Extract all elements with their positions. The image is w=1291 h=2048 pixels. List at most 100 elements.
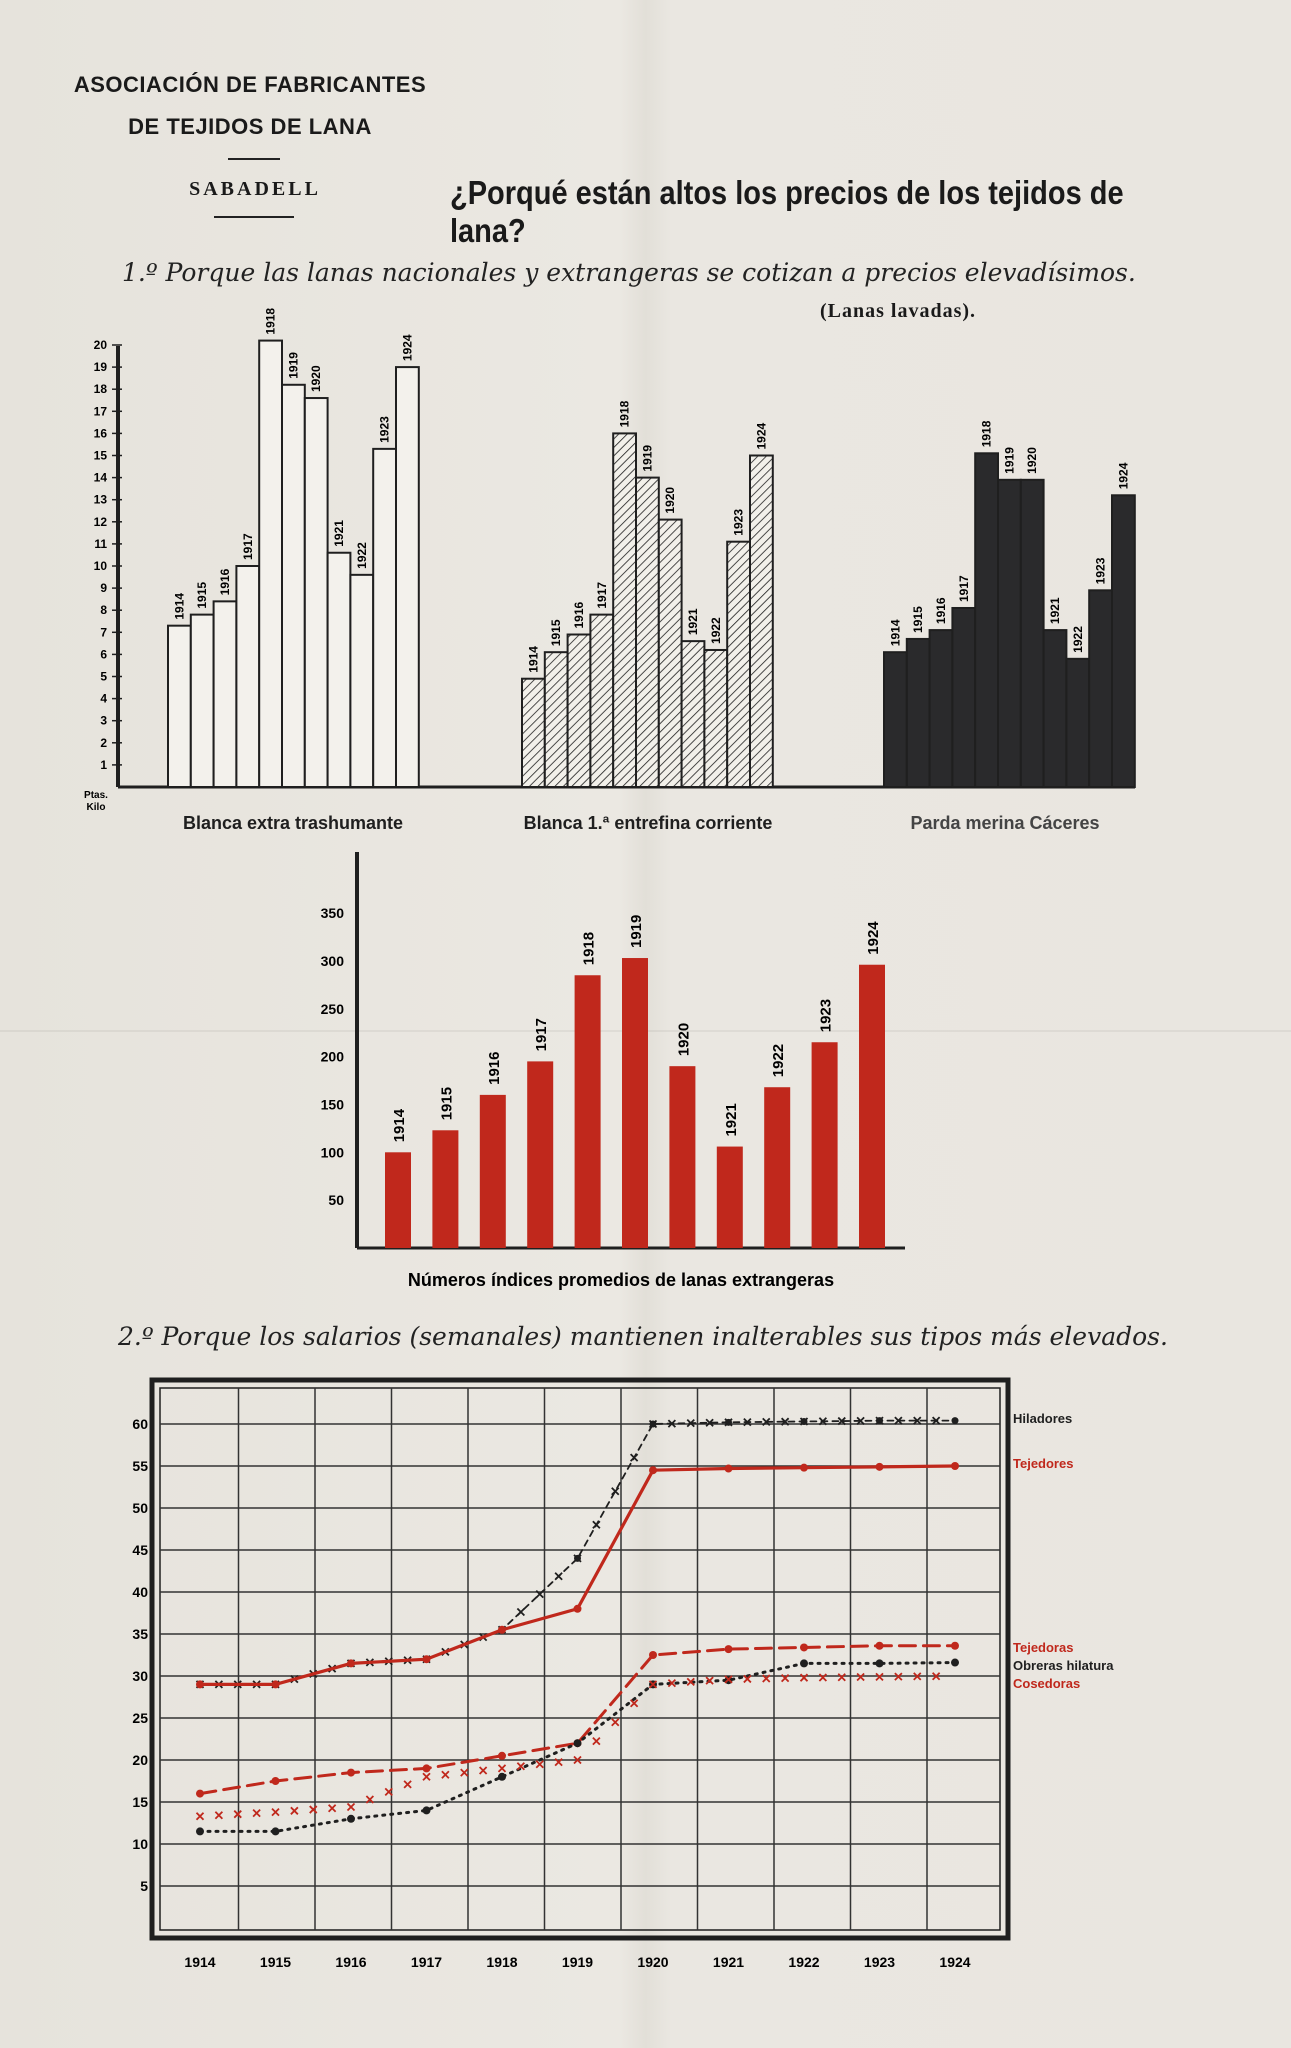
series-marker-x <box>573 1755 582 1765</box>
series-marker-x <box>856 1672 865 1682</box>
bar-1921 <box>326 551 352 788</box>
bar-year-label: 1922 <box>1071 626 1085 653</box>
series-marker-x <box>743 1674 752 1684</box>
poster-title: ¿Porqué están altos los precios de los t… <box>450 175 1124 250</box>
y-tick-label: 13 <box>94 493 108 507</box>
bar-1921 <box>1042 629 1068 789</box>
chart-title: Blanca extra trashumante <box>183 813 403 833</box>
bar-year-label: 1922 <box>355 542 369 569</box>
bar-1916 <box>566 633 592 789</box>
bar-1915 <box>189 613 215 788</box>
bar-year-label: 1914 <box>888 619 902 646</box>
y-axis-label: Ptas. <box>84 790 108 801</box>
chart-title: Blanca 1.ª entrefina corriente <box>524 813 773 833</box>
y-tick-label: 11 <box>94 537 107 551</box>
series-marker-x <box>478 1766 488 1775</box>
y-tick-label: 6 <box>100 647 107 661</box>
section2-heading: 2.º Porque los salarios (semanales) mant… <box>118 1322 1168 1351</box>
bar-1922 <box>1065 657 1091 788</box>
series-marker-x <box>365 1795 375 1804</box>
series-marker-x <box>384 1787 393 1797</box>
series-marker-x <box>667 1679 677 1688</box>
bar-1914 <box>385 1152 411 1248</box>
series-marker-x <box>648 1680 658 1689</box>
bar-1923 <box>811 1042 838 1248</box>
series-marker-x <box>799 1673 809 1682</box>
bar-year-label: 1919 <box>1002 447 1016 474</box>
series-point-1923 <box>875 1462 884 1471</box>
y-tick-label: 150 <box>321 1096 345 1112</box>
series-marker-x <box>818 1673 828 1682</box>
bar-year-label: 1916 <box>218 568 232 595</box>
series-point-1923 <box>876 1417 883 1425</box>
bar-year-label: 1924 <box>400 334 414 361</box>
series-point-1922 <box>800 1417 808 1425</box>
series-marker-x <box>913 1672 922 1681</box>
series-marker-x <box>497 1764 507 1773</box>
bar-1923 <box>1088 589 1113 788</box>
series-marker-x <box>780 1673 790 1683</box>
bar-year-label: 1917 <box>595 582 609 609</box>
x-tick-label: 1921 <box>713 1954 744 1970</box>
bar-1920 <box>669 1066 696 1248</box>
bar-year-label: 1923 <box>378 416 392 443</box>
bar-year-label: 1918 <box>264 308 278 335</box>
y-tick-label: 16 <box>94 426 108 440</box>
bar-year-label: 1915 <box>195 582 209 609</box>
x-tick-label: 1915 <box>260 1954 291 1970</box>
series-point-1917 <box>422 1806 431 1815</box>
bar-1919 <box>997 478 1022 788</box>
y-tick-label: 30 <box>132 1668 148 1684</box>
bar-year-label: 1923 <box>732 509 746 536</box>
series-point-1920 <box>649 1651 657 1659</box>
series-marker-x <box>762 1674 771 1683</box>
bar-year-label: 1915 <box>549 619 563 646</box>
y-tick-label: 250 <box>321 1001 345 1017</box>
series-point-1918 <box>498 1625 506 1634</box>
series-marker-x <box>724 1675 733 1684</box>
y-tick-label: 15 <box>94 449 108 463</box>
y-tick-label: 3 <box>100 714 107 728</box>
bar-1921 <box>716 1146 743 1248</box>
bar-year-label: 1921 <box>686 608 700 635</box>
series-marker-x <box>856 1416 865 1425</box>
bar-year-label: 1921 <box>332 520 346 547</box>
bar-year-label: 1915 <box>438 1087 455 1120</box>
bar-1914 <box>883 651 908 788</box>
series-point-1915 <box>271 1777 280 1785</box>
bar-year-label: 1920 <box>309 365 323 392</box>
series-point-1915 <box>271 1680 280 1689</box>
y-tick-label: 18 <box>94 382 108 396</box>
bar-1920 <box>1019 478 1045 788</box>
bar-year-label: 1920 <box>675 1023 692 1056</box>
series-marker-x <box>875 1672 884 1681</box>
chart-frame <box>149 1377 1011 1941</box>
x-tick-label: 1923 <box>864 1954 895 1970</box>
series-point-1924 <box>951 1658 959 1667</box>
bar-1924 <box>859 964 885 1248</box>
city-name: SABADELL <box>189 178 321 200</box>
series-point-1919 <box>574 1554 581 1562</box>
org-name-line1: ASOCIACIÓN DE FABRICANTES <box>73 72 427 97</box>
x-tick-label: 1924 <box>939 1954 970 1970</box>
series-marker-x <box>592 1736 601 1746</box>
series-marker-x <box>780 1417 790 1426</box>
series-marker-x <box>894 1416 903 1425</box>
y-tick-label: 14 <box>94 471 108 485</box>
bar-year-label: 1923 <box>1094 557 1108 584</box>
series-marker-x <box>705 1676 714 1685</box>
bar-1920 <box>303 397 329 788</box>
bar-1917 <box>589 613 615 788</box>
bar-year-label: 1920 <box>1025 447 1039 474</box>
bar-1914 <box>167 624 192 788</box>
series-marker-x <box>931 1416 941 1425</box>
bar-year-label: 1919 <box>640 445 654 472</box>
bar-year-label: 1922 <box>770 1044 787 1077</box>
series-point-1921 <box>724 1645 733 1654</box>
series-label-Tejedoras: Tejedoras <box>1013 1640 1073 1655</box>
bar-1914 <box>521 677 546 789</box>
bar-year-label: 1919 <box>628 915 645 948</box>
series-marker-x <box>611 1487 620 1496</box>
series-marker-x <box>629 1453 639 1462</box>
